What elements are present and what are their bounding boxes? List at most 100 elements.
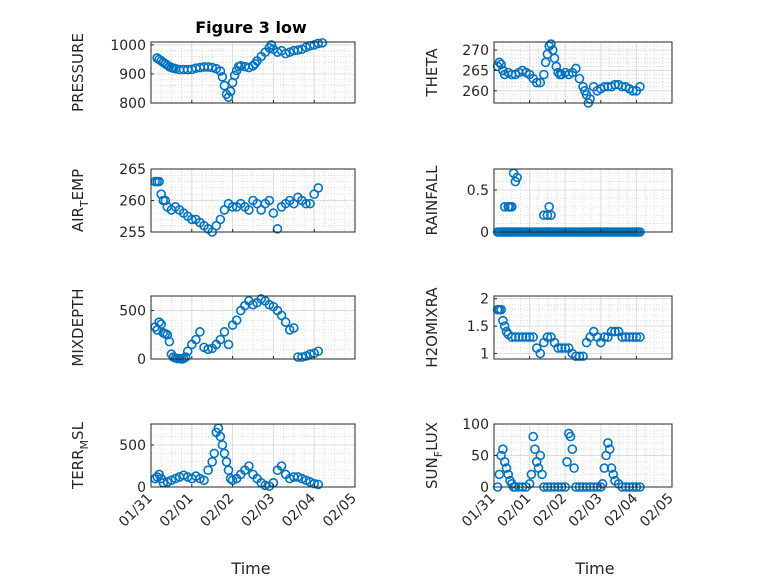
y-tick-label: 800 [119, 96, 146, 112]
data-point [510, 332, 521, 342]
data-point [187, 214, 197, 225]
y-tick-label: 270 [462, 43, 489, 59]
data-point [160, 195, 171, 206]
data-point [203, 344, 213, 355]
y-axis-label-rest: SL [69, 421, 87, 440]
data-series [152, 38, 328, 102]
data-point [223, 465, 234, 476]
data-point [182, 346, 193, 357]
data-point [551, 61, 562, 72]
x-axis-label-left: Time [230, 559, 270, 578]
data-point [635, 332, 645, 342]
data-point [215, 431, 226, 442]
data-point [635, 81, 645, 92]
data-point [225, 473, 236, 484]
axes-box [493, 295, 673, 360]
data-point [553, 343, 563, 353]
data-point [604, 444, 615, 455]
data-point [606, 326, 617, 337]
data-point [514, 332, 524, 342]
data-point [496, 304, 506, 315]
data-point [280, 317, 291, 327]
y-tick-label: 0 [480, 480, 489, 496]
y-axis-label: TERRMSL [69, 421, 91, 490]
data-point [191, 334, 201, 345]
y-tick-label: 100 [462, 417, 489, 433]
data-point [535, 450, 546, 461]
data-series [492, 39, 645, 108]
data-point [180, 352, 191, 362]
data-point [620, 332, 631, 342]
data-point [539, 210, 549, 220]
y-axis-label-main: H2OMIXRA [423, 287, 441, 368]
data-point [231, 315, 242, 326]
data-point [610, 326, 620, 337]
data-point [530, 444, 540, 455]
data-point [305, 198, 315, 209]
data-point [501, 463, 512, 473]
x-axis-label-right: Time [574, 559, 614, 578]
y-axis-label-main: SUN [423, 457, 441, 489]
data-point [229, 70, 240, 81]
y-axis-label-subscript: M [78, 440, 91, 450]
data-point [496, 59, 506, 70]
y-tick-label: 265 [119, 162, 146, 178]
y-tick-label: 900 [119, 67, 146, 83]
data-point [280, 48, 291, 59]
y-axis-label: H2OMIXRA [423, 287, 441, 368]
data-point [628, 86, 638, 96]
data-point [517, 332, 528, 342]
data-series [492, 304, 645, 362]
data-point [305, 349, 315, 359]
data-point [524, 332, 535, 342]
data-point [225, 86, 236, 97]
data-point [498, 315, 508, 326]
data-point [276, 461, 287, 471]
y-tick-label: 500 [119, 438, 146, 454]
data-point [309, 478, 320, 489]
data-point [297, 352, 307, 362]
data-point [219, 448, 230, 459]
y-tick-label: 1000 [110, 38, 146, 54]
y-axis-label: SUNFLUX [423, 422, 445, 489]
data-point [599, 81, 610, 92]
y-axis-label-subscript: F [432, 451, 445, 457]
y-axis-label-rest: EMP [69, 169, 87, 200]
axes-box [150, 423, 356, 488]
data-point [556, 343, 567, 353]
y-axis-label-main: TERR [69, 449, 87, 490]
subplot-3: 255 260 265 AIRTEMP [69, 162, 356, 241]
data-point [199, 475, 209, 486]
data-point [631, 332, 642, 342]
x-tick-label: 02/05 [320, 491, 360, 531]
y-tick-label: 1.5 [467, 319, 489, 335]
data-point [217, 440, 228, 450]
data-point [503, 469, 514, 480]
data-point [494, 57, 505, 68]
data-point [219, 80, 230, 91]
data-point [531, 77, 542, 88]
data-point [244, 205, 254, 215]
data-point [537, 469, 547, 480]
data-point [606, 463, 617, 473]
data-point [293, 45, 303, 55]
data-point [317, 38, 328, 48]
x-tick-label: 02/02 [198, 491, 238, 531]
y-tick-label: 500 [119, 304, 146, 320]
data-point [154, 176, 164, 187]
data-point [521, 332, 531, 342]
data-point [535, 348, 546, 359]
y-axis-label: AIRTEMP [69, 169, 91, 232]
data-point [268, 208, 279, 218]
data-point [288, 323, 299, 333]
data-point [542, 332, 553, 342]
data-point [526, 469, 537, 480]
data-point [628, 332, 638, 342]
y-tick-label: 255 [119, 225, 146, 241]
data-point [264, 195, 275, 206]
data-point [215, 214, 226, 225]
subplot-4: 0 0.5 RAINFALL [423, 165, 673, 241]
data-point [571, 63, 581, 74]
data-point [546, 210, 556, 220]
